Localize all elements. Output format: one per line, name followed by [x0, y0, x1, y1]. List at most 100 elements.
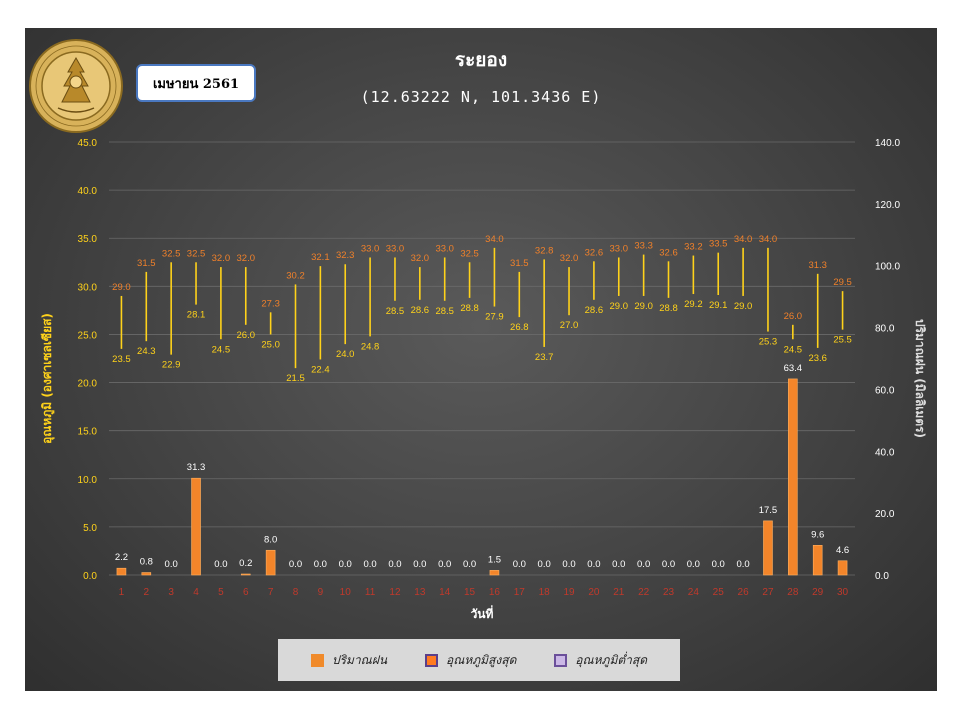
rain-data-label: 0.0	[538, 559, 551, 570]
max-temp-label: 32.1	[311, 252, 330, 263]
y-left-tick-label: 25.0	[78, 330, 98, 341]
x-tick-label: 25	[713, 587, 725, 598]
rain-bar	[763, 520, 773, 576]
rain-data-label: 0.0	[388, 559, 401, 570]
y-left-tick-label: 30.0	[78, 282, 98, 293]
max-temp-label: 33.2	[684, 242, 703, 253]
max-temp-label: 34.0	[485, 234, 504, 245]
chart-svg: ระยอง(12.63222 N, 101.3436 E)0.05.010.01…	[40, 49, 927, 621]
x-tick-label: 15	[464, 587, 476, 598]
min-temp-label: 28.8	[659, 303, 678, 314]
rain-bar	[489, 570, 500, 576]
legend-label-rain: ปริมาณฝน	[331, 652, 388, 667]
rain-data-label: 17.5	[759, 505, 778, 516]
rain-bar	[837, 560, 848, 576]
rain-data-label: 0.0	[637, 559, 650, 570]
max-temp-label: 31.3	[808, 260, 827, 271]
legend-item-max-temp: อุณหภูมิสูงสุด	[424, 651, 516, 670]
rain-data-label: 9.6	[811, 529, 824, 540]
rain-bar	[812, 545, 823, 576]
rain-bar	[116, 567, 127, 576]
max-temp-label: 34.0	[759, 234, 778, 245]
y-left-axis-title: อุณหภูมิ (องศาเซลเซียส)	[40, 313, 55, 444]
x-tick-label: 19	[563, 587, 575, 598]
rain-data-label: 0.0	[463, 559, 476, 570]
max-temp-label: 26.0	[784, 311, 803, 322]
min-temp-label: 28.8	[460, 303, 479, 314]
min-temp-label: 28.5	[435, 306, 454, 317]
y-left-tick-label: 35.0	[78, 234, 98, 245]
rain-data-label: 0.0	[339, 559, 352, 570]
x-tick-label: 17	[514, 587, 526, 598]
legend-label-min-temp: อุณหภูมิต่ำสุด	[575, 652, 648, 667]
x-tick-label: 24	[688, 587, 700, 598]
max-temp-label: 31.5	[137, 258, 156, 269]
y-right-tick-label: 100.0	[875, 262, 900, 273]
y-right-tick-label: 20.0	[875, 509, 895, 520]
min-temp-label: 29.0	[610, 301, 629, 312]
rain-data-label: 2.2	[115, 552, 128, 563]
x-tick-label: 23	[663, 587, 675, 598]
min-temp-label: 28.6	[585, 305, 604, 316]
min-temp-label: 28.5	[386, 306, 405, 317]
legend-swatch-max-temp	[424, 653, 438, 667]
rain-data-label: 0.8	[140, 557, 153, 568]
x-tick-label: 5	[218, 587, 224, 598]
rain-data-label: 0.0	[587, 559, 600, 570]
max-temp-label: 33.0	[361, 243, 380, 254]
rain-data-label: 0.0	[662, 559, 675, 570]
rain-data-label: 1.5	[488, 554, 501, 565]
legend-swatch-rain	[310, 653, 324, 667]
x-tick-label: 4	[193, 587, 199, 598]
y-left-tick-label: 10.0	[78, 475, 98, 486]
x-tick-label: 10	[340, 587, 352, 598]
max-temp-label: 29.0	[112, 282, 131, 293]
x-tick-label: 1	[119, 587, 125, 598]
max-temp-label: 32.6	[659, 247, 678, 258]
x-tick-label: 20	[588, 587, 600, 598]
min-temp-label: 24.3	[137, 346, 156, 357]
rain-data-label: 0.0	[438, 559, 451, 570]
max-temp-label: 32.5	[187, 248, 206, 259]
x-tick-label: 18	[539, 587, 551, 598]
rain-data-label: 0.0	[736, 559, 749, 570]
y-left-tick-label: 0.0	[83, 571, 97, 582]
rain-data-label: 0.2	[239, 558, 252, 569]
y-left-tick-label: 45.0	[78, 138, 98, 149]
min-temp-label: 25.0	[261, 339, 280, 350]
chart-panel: ระยอง (12.63222 N, 101.3436 E) 0.0 5.0 10.0 1…	[25, 28, 937, 691]
rain-data-label: 8.0	[264, 534, 277, 545]
x-tick-label: 7	[268, 587, 274, 598]
max-temp-label: 27.3	[261, 298, 280, 309]
max-temp-label: 33.0	[386, 243, 405, 254]
x-tick-label: 3	[168, 587, 174, 598]
max-temp-label: 32.0	[212, 253, 231, 264]
max-temp-label: 32.5	[460, 248, 479, 259]
rain-data-label: 4.6	[836, 545, 849, 556]
max-temp-label: 32.0	[560, 253, 579, 264]
rain-bar	[788, 378, 798, 576]
min-temp-label: 28.6	[411, 305, 430, 316]
x-axis-title: วันที่	[471, 605, 494, 621]
y-left-tick-label: 15.0	[78, 427, 98, 438]
x-tick-label: 6	[243, 587, 249, 598]
min-temp-label: 24.0	[336, 349, 355, 360]
min-temp-label: 22.4	[311, 364, 330, 375]
y-right-axis-title: ปริมาณฝน (มิลลิเมตร)	[913, 319, 927, 438]
rain-bar	[265, 549, 276, 576]
y-right-tick-label: 140.0	[875, 138, 900, 149]
min-temp-label: 21.5	[286, 373, 305, 384]
min-temp-label: 26.8	[510, 322, 529, 333]
chart-subtitle-coordinates: (12.63222 N, 101.3436 E)	[361, 88, 602, 106]
min-temp-label: 23.5	[112, 354, 131, 365]
max-temp-label: 32.5	[162, 248, 181, 259]
max-temp-label: 33.5	[709, 239, 728, 250]
max-temp-label: 32.6	[585, 247, 604, 258]
legend-item-min-temp: อุณหภูมิต่ำสุด	[554, 651, 647, 670]
min-temp-label: 23.6	[808, 353, 827, 364]
rain-bar	[240, 573, 251, 576]
min-temp-label: 29.2	[684, 299, 703, 310]
rain-data-label: 0.0	[687, 559, 700, 570]
min-temp-label: 29.0	[734, 301, 753, 312]
x-tick-label: 16	[489, 587, 501, 598]
